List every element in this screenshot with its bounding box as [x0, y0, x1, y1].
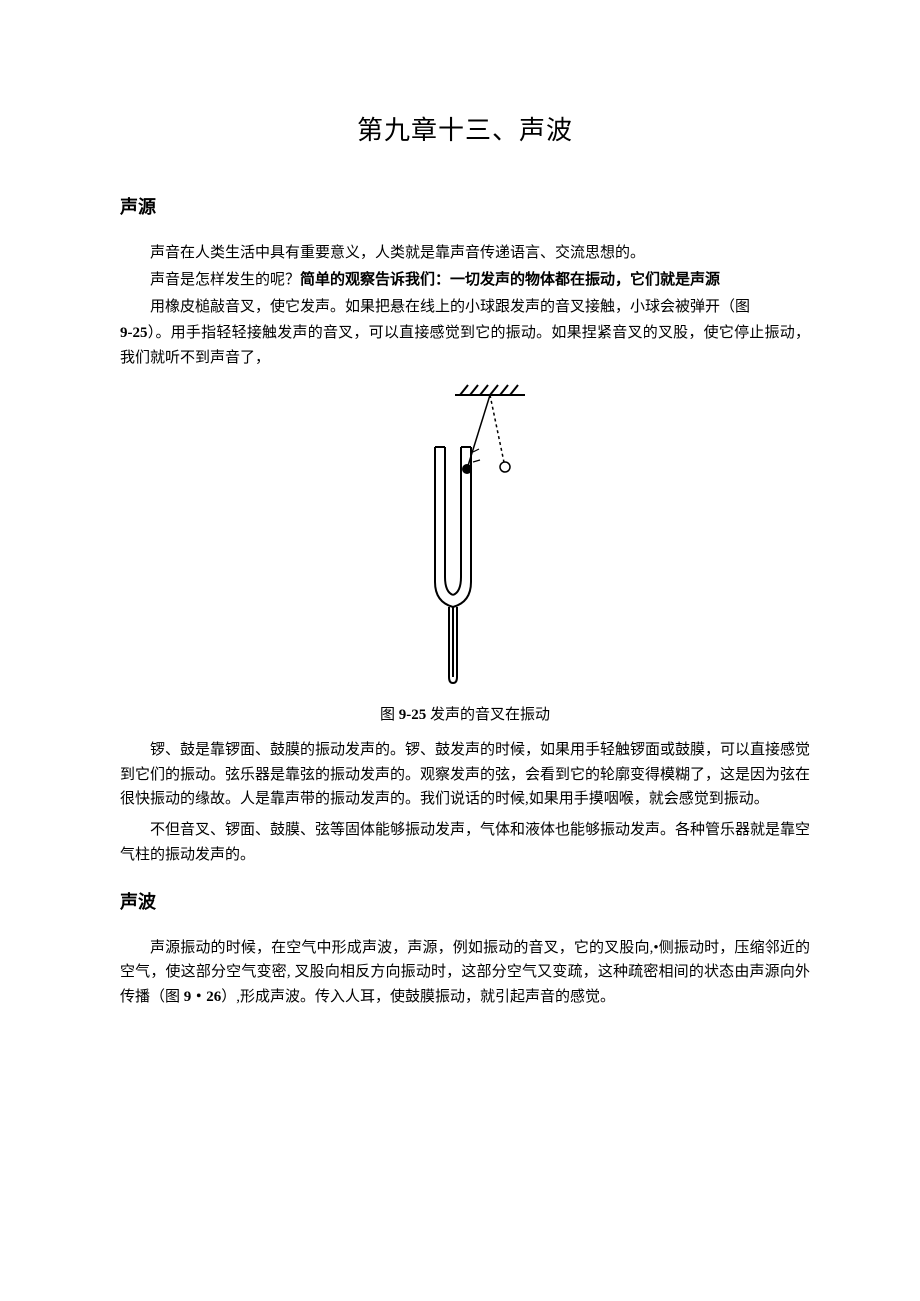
paragraph-continuation: 9-25）。用手指轻轻接触发声的音叉，可以直接感觉到它的振动。如果捏紧音叉的叉股… — [120, 321, 810, 371]
caption-number: 9-25 — [399, 707, 427, 723]
paragraph: 声音是怎样发生的呢？简单的观察告诉我们：一切发声的物体都在振动，它们就是声源 — [120, 268, 810, 293]
caption-text: 发声的音叉在振动 — [426, 707, 550, 723]
figure-9-25 — [120, 377, 810, 697]
figure-ref: 9-25 — [120, 325, 148, 341]
paragraph: 用橡皮槌敲音叉，使它发声。如果把悬在线上的小球跟发声的音叉接触，小球会被弹开（图 — [120, 295, 810, 320]
tuning-fork-diagram — [365, 377, 565, 697]
figure-ref: 9・26 — [184, 989, 222, 1005]
paragraph: 锣、鼓是靠锣面、鼓膜的振动发声的。锣、鼓发声的时候，如果用手轻触锣面或鼓膜，可以… — [120, 738, 810, 812]
caption-prefix: 图 — [380, 707, 399, 723]
section-heading-sound-source: 声源 — [120, 193, 810, 219]
paragraph: 声音在人类生活中具有重要意义，人类就是靠声音传递语言、交流思想的。 — [120, 241, 810, 266]
document-page: 第九章十三、声波 声源 声音在人类生活中具有重要意义，人类就是靠声音传递语言、交… — [0, 0, 920, 1301]
figure-caption: 图 9-25 发声的音叉在振动 — [120, 703, 810, 724]
emphasis-text: 简单的观察告诉我们：一切发声的物体都在振动，它们就是声源 — [300, 272, 720, 288]
text-run: 声音是怎样发生的呢？ — [150, 272, 300, 288]
text-run: ）,形成声波。传入人耳，使鼓膜振动，就引起声音的感觉。 — [221, 989, 615, 1005]
paragraph: 声源振动的时候，在空气中形成声波，声源，例如振动的音叉，它的叉股向,•侧振动时，… — [120, 936, 810, 1010]
chapter-title: 第九章十三、声波 — [120, 110, 810, 147]
text-run: 用橡皮槌敲音叉，使它发声。如果把悬在线上的小球跟发声的音叉接触，小球会被弹开（图 — [150, 299, 750, 315]
spacer — [120, 868, 810, 888]
section-heading-sound-wave: 声波 — [120, 888, 810, 914]
text-run: ）。用手指轻轻接触发声的音叉，可以直接感觉到它的振动。如果捏紧音叉的叉股，使它停… — [120, 325, 810, 366]
paragraph: 不但音叉、锣面、鼓膜、弦等固体能够振动发声，气体和液体也能够振动发声。各种管乐器… — [120, 818, 810, 868]
